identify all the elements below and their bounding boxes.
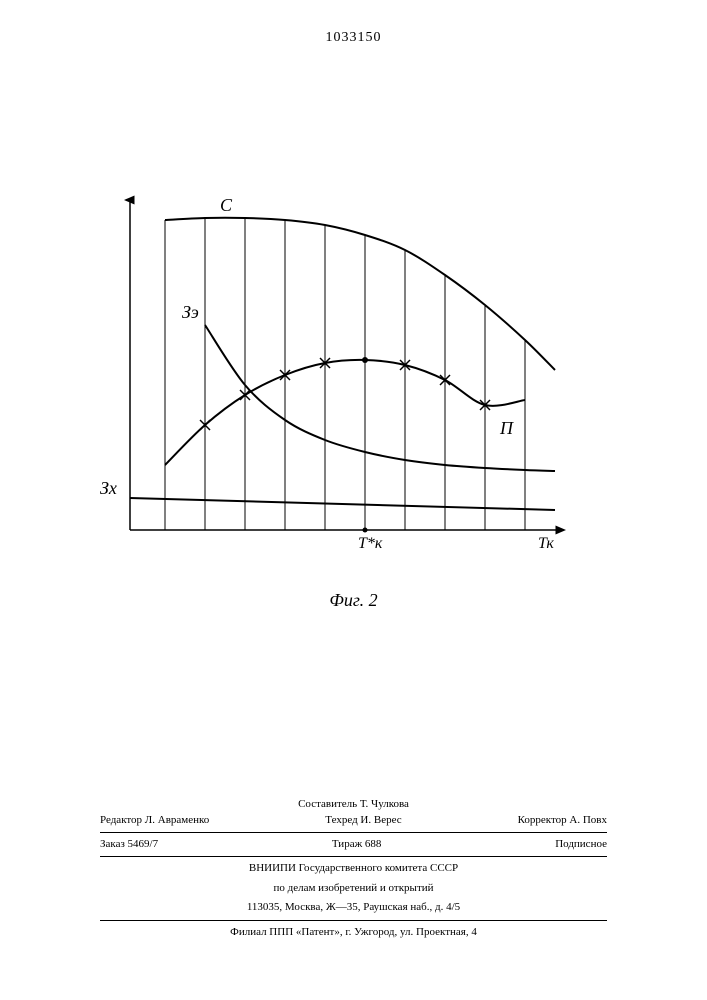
footer-divider-3 <box>100 920 607 921</box>
figure-caption: Фиг. 2 <box>0 590 707 611</box>
x-axis-label-tk-star: Т*к <box>358 535 382 553</box>
footer-addr-1: 113035, Москва, Ж—35, Раушская наб., д. … <box>0 900 707 915</box>
footer-compiler: Составитель Т. Чулкова <box>298 797 409 812</box>
curve-label-ze: Зэ <box>182 302 199 323</box>
footer-tirage: Тираж 688 <box>332 837 382 852</box>
footer-org-1: ВНИИПИ Государственного комитета СССР <box>0 861 707 876</box>
curve-label-c: С <box>220 195 232 216</box>
page-number: 1033150 <box>0 30 707 46</box>
footer-tech: Техред И. Верес <box>325 813 401 828</box>
curve-label-zx: Зх <box>100 478 117 499</box>
footer-org-2: по делам изобретений и открытий <box>0 881 707 896</box>
footer-divider-1 <box>100 832 607 833</box>
footer-order: Заказ 5469/7 <box>100 837 158 852</box>
footer-editor: Редактор Л. Авраменко <box>100 813 209 828</box>
chart-svg <box>100 190 570 570</box>
footer-divider-2 <box>100 856 607 857</box>
footer-addr-2: Филиал ППП «Патент», г. Ужгород, ул. Про… <box>0 925 707 940</box>
chart-figure: С Зэ П Зх Т*к Тк <box>100 190 570 550</box>
footer-subscription: Подписное <box>555 837 607 852</box>
footer-corrector: Корректор А. Повх <box>518 813 607 828</box>
imprint-footer: Составитель Т. Чулкова Редактор Л. Аврам… <box>0 797 707 940</box>
x-axis-label-tk: Тк <box>538 535 554 553</box>
curve-label-p: П <box>500 418 513 439</box>
